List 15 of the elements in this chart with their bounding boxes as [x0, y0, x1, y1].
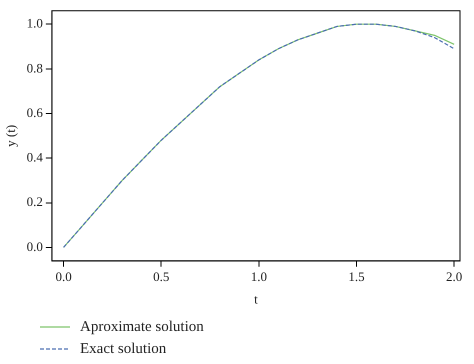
x-tick-label: 0.5 — [153, 269, 170, 284]
x-tick-label: 0.0 — [55, 269, 72, 284]
y-tick-label: 0.8 — [26, 60, 43, 76]
legend-label: Aproximate solution — [80, 318, 204, 336]
y-tick-label: 0.0 — [26, 238, 43, 254]
y-axis-title: y (t) — [3, 124, 18, 147]
x-tick-label: 1.5 — [348, 269, 365, 284]
y-tick-label: 0.6 — [26, 104, 44, 120]
x-axis-title: t — [254, 292, 258, 307]
legend-label: Exact solution — [80, 340, 166, 358]
x-tick-label: 2.0 — [446, 269, 462, 284]
y-tick-label: 0.2 — [26, 194, 43, 210]
x-tick-label: 1.0 — [250, 269, 267, 284]
y-tick-label: 1.0 — [26, 16, 43, 31]
y-tick-label: 0.4 — [26, 150, 44, 165]
